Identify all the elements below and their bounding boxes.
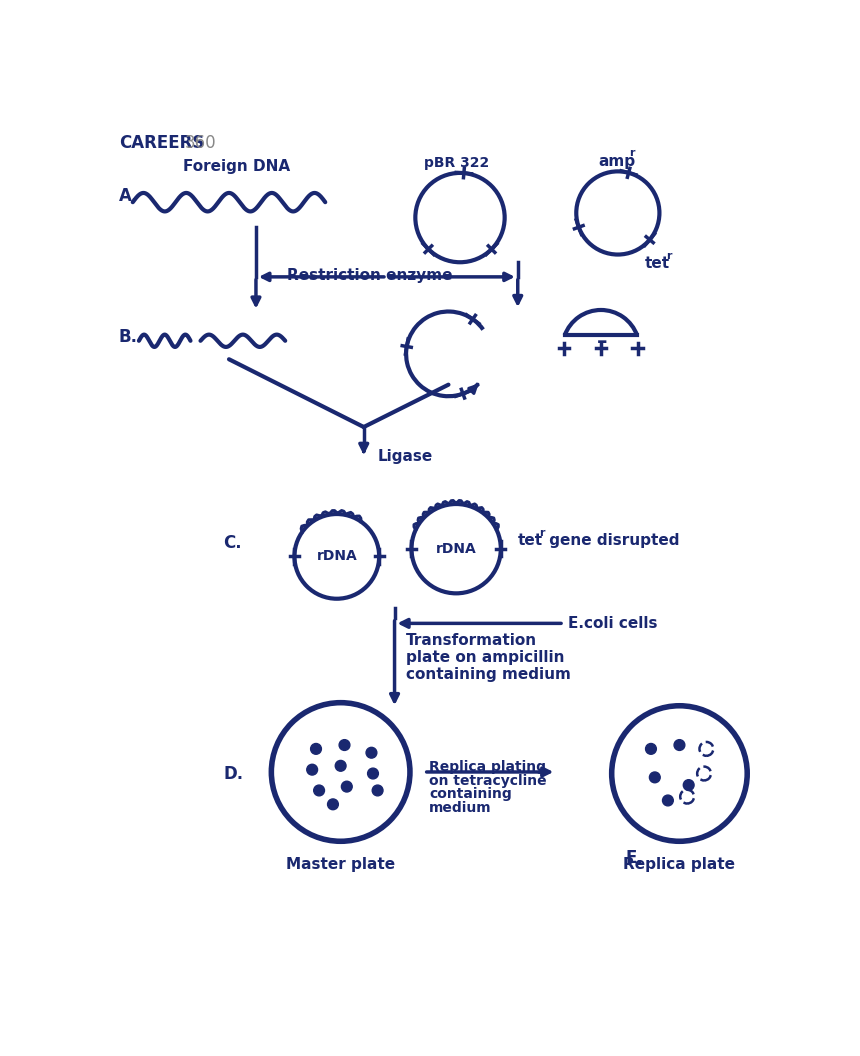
- Text: Master plate: Master plate: [286, 856, 396, 871]
- Text: tet: tet: [645, 257, 670, 271]
- Text: B.: B.: [119, 328, 138, 346]
- Circle shape: [674, 739, 685, 751]
- Text: r: r: [630, 148, 635, 158]
- Text: containing medium: containing medium: [406, 667, 571, 682]
- Text: containing: containing: [429, 788, 512, 802]
- Circle shape: [649, 772, 660, 782]
- Text: C.: C.: [224, 533, 243, 551]
- Text: E.coli cells: E.coli cells: [568, 616, 657, 630]
- Text: plate on ampicillin: plate on ampicillin: [406, 650, 565, 665]
- Text: –: –: [597, 333, 607, 353]
- Text: Transformation: Transformation: [406, 634, 538, 648]
- Circle shape: [367, 768, 378, 779]
- Text: r: r: [666, 251, 672, 262]
- Text: pBR 322: pBR 322: [424, 156, 489, 170]
- Text: Foreign DNA: Foreign DNA: [183, 159, 290, 174]
- Circle shape: [646, 743, 656, 754]
- Circle shape: [314, 785, 324, 796]
- Circle shape: [341, 781, 353, 792]
- Text: A.: A.: [119, 187, 138, 205]
- Circle shape: [310, 743, 322, 754]
- Text: tet: tet: [518, 533, 543, 548]
- Circle shape: [339, 739, 350, 751]
- Circle shape: [335, 760, 346, 771]
- Text: rDNA: rDNA: [436, 542, 476, 555]
- Text: Replica plate: Replica plate: [624, 856, 735, 871]
- Text: amp: amp: [599, 154, 636, 169]
- Text: 360: 360: [184, 134, 216, 152]
- Circle shape: [366, 748, 377, 758]
- Text: Ligase: Ligase: [378, 449, 433, 464]
- Text: r: r: [539, 528, 545, 538]
- Text: Restriction enzyme: Restriction enzyme: [286, 267, 452, 283]
- Text: Replica plating: Replica plating: [429, 759, 546, 774]
- Circle shape: [684, 779, 694, 791]
- Text: D.: D.: [224, 765, 243, 782]
- Text: medium: medium: [429, 802, 492, 815]
- Text: on tetracycline: on tetracycline: [429, 773, 547, 788]
- Circle shape: [307, 765, 317, 775]
- Text: CAREERS: CAREERS: [119, 134, 205, 152]
- Circle shape: [662, 795, 673, 806]
- Circle shape: [328, 799, 338, 810]
- Circle shape: [372, 785, 383, 796]
- Text: rDNA: rDNA: [316, 549, 357, 564]
- Text: gene disrupted: gene disrupted: [544, 533, 679, 548]
- Text: E.: E.: [625, 849, 643, 867]
